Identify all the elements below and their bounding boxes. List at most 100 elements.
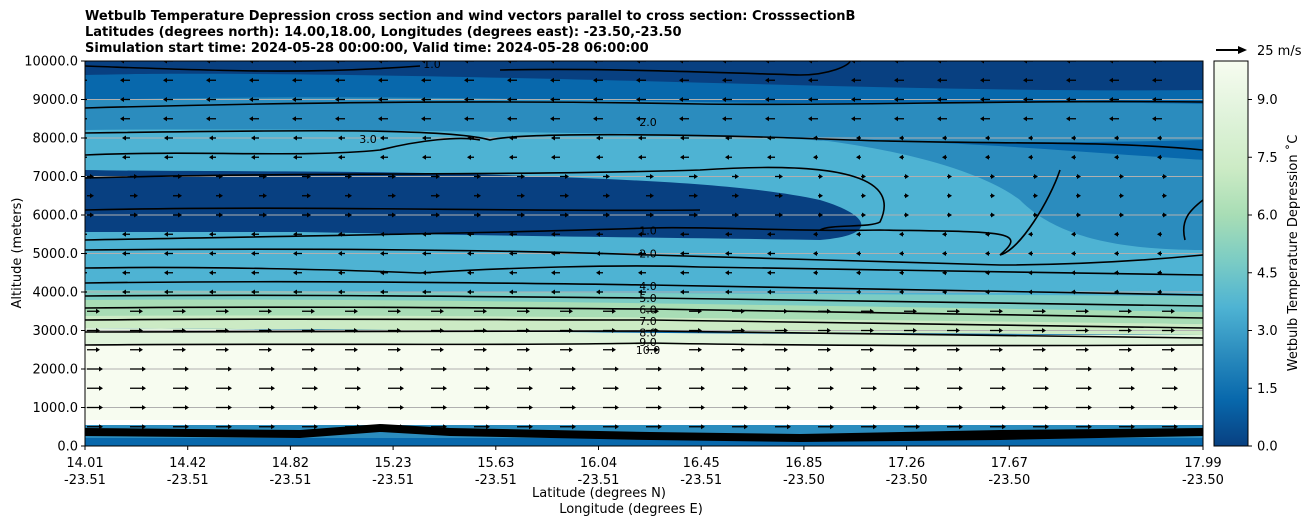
wind-arrowhead xyxy=(1088,366,1092,372)
wind-arrowhead xyxy=(335,116,339,122)
wind-arrowhead xyxy=(397,347,401,353)
wind-arrowhead xyxy=(1034,212,1038,218)
wind-arrowhead xyxy=(134,212,138,218)
y-tick-label: 6000.0 xyxy=(33,209,79,224)
wind-arrowhead xyxy=(348,193,352,199)
wind-arrowhead xyxy=(638,289,642,295)
contour-line xyxy=(85,169,1061,256)
wind-arrowhead xyxy=(134,174,138,179)
wind-key: 25 m/s xyxy=(1216,44,1302,59)
wind-arrowhead xyxy=(443,405,447,410)
contour-line xyxy=(85,265,1203,276)
wind-arrowhead xyxy=(483,328,487,333)
wind-arrowhead xyxy=(819,212,823,218)
wind-arrowhead xyxy=(596,270,600,276)
wind-arrowhead xyxy=(1128,328,1132,333)
wind-arrowhead xyxy=(335,97,339,102)
wind-arrowhead xyxy=(779,174,783,179)
wind-arrowhead xyxy=(1045,366,1049,372)
wind-arrowhead xyxy=(182,308,186,314)
wind-arrowhead xyxy=(698,347,702,353)
wind-arrowhead xyxy=(1120,174,1124,179)
wind-arrowhead xyxy=(744,405,748,410)
wind-arrowhead xyxy=(894,61,898,64)
wind-arrowhead xyxy=(899,154,903,160)
wind-arrowhead xyxy=(1045,385,1049,391)
wind-arrowhead xyxy=(1034,193,1038,199)
wind-arrowhead xyxy=(507,116,511,122)
wind-arrowhead xyxy=(862,193,866,199)
wind-arrowhead xyxy=(507,97,511,102)
wind-arrowhead xyxy=(899,135,903,141)
wind-arrowhead xyxy=(397,308,401,314)
wind-arrowhead xyxy=(467,154,471,160)
wind-arrowhead xyxy=(1171,328,1175,333)
wind-arrowhead xyxy=(830,366,834,372)
x-axis: 14.01 -23.51 14.42 -23.51 14.82 -23.51 15.23 -2… xyxy=(64,446,1224,488)
wind-arrowhead xyxy=(509,270,513,276)
band-mid-blue xyxy=(820,140,1203,250)
wind-arrowhead xyxy=(378,116,382,122)
wind-arrowhead xyxy=(1109,61,1113,64)
wind-arrowhead xyxy=(856,289,860,295)
wind-arrowhead xyxy=(163,97,167,102)
wind-arrowhead xyxy=(655,308,659,314)
y-axis-label: Altitude (meters) xyxy=(10,198,25,309)
wind-arrowhead xyxy=(164,231,168,237)
wind-arrowhead xyxy=(251,270,255,276)
wind-arrowhead xyxy=(551,154,555,160)
wind-arrowhead xyxy=(139,347,143,353)
wind-arrowhead xyxy=(596,289,600,295)
wind-arrowhead xyxy=(830,385,834,391)
y-tick-label: 9000.0 xyxy=(33,93,79,108)
wind-arrowhead xyxy=(228,424,232,430)
wind-arrowhead xyxy=(767,270,771,276)
wind-arrowhead xyxy=(615,366,619,372)
wind-arrowhead xyxy=(1088,405,1092,410)
wind-arrowhead xyxy=(421,77,425,83)
wind-arrowhead xyxy=(219,174,223,179)
wind-arrowhead xyxy=(787,385,791,391)
wind-arrowhead xyxy=(422,154,426,160)
wind-arrowhead xyxy=(338,154,342,160)
title-line-2: Latitudes (degrees north): 14.00,18.00, … xyxy=(85,25,682,40)
wind-arrowhead xyxy=(529,424,533,430)
wind-arrowhead xyxy=(219,193,223,199)
wind-arrowhead xyxy=(139,308,143,314)
wind-arrowhead xyxy=(164,270,168,276)
wind-arrowhead xyxy=(999,328,1003,333)
wind-arrowhead xyxy=(1023,116,1027,122)
y-tick-label: 3000.0 xyxy=(33,324,79,339)
wind-arrowhead xyxy=(830,405,834,410)
wind-arrowhead xyxy=(991,174,995,179)
wind-arrowhead xyxy=(784,308,788,314)
wind-arrowhead xyxy=(899,251,903,256)
wind-arrowhead xyxy=(80,232,84,237)
wind-arrowhead xyxy=(698,308,702,314)
wind-arrowhead xyxy=(1114,154,1118,160)
wind-arrowhead xyxy=(90,193,94,199)
wind-vectors xyxy=(80,61,1178,430)
wind-arrowhead xyxy=(1028,135,1032,141)
wind-arrowhead xyxy=(392,212,396,218)
wind-arrowhead xyxy=(509,135,513,141)
wind-arrowhead xyxy=(999,347,1003,353)
wind-arrowhead xyxy=(1174,366,1178,372)
wind-arrowhead xyxy=(744,424,748,430)
wind-arrowhead xyxy=(486,405,490,410)
wind-arrowhead xyxy=(1157,289,1161,295)
wind-arrowhead xyxy=(467,289,471,295)
wind-arrowhead xyxy=(1109,116,1113,122)
wind-arrowhead xyxy=(338,251,342,256)
contour-labels: 1.0 2.0 4.05.06.07.08.09.010.0 2.0 3.0 1.0 xyxy=(359,61,660,357)
wind-arrowhead xyxy=(722,77,726,83)
wind-arrowhead xyxy=(784,328,788,333)
wind-arrowhead xyxy=(813,231,817,237)
wind-arrowhead xyxy=(870,347,874,353)
wind-arrowhead xyxy=(572,366,576,372)
wind-arrowhead xyxy=(980,97,984,102)
contour-label: 3.0 xyxy=(359,133,377,146)
wind-arrowhead xyxy=(856,231,860,237)
contour-label: 1.0 xyxy=(639,224,657,237)
wind-arrowhead xyxy=(1131,424,1135,430)
